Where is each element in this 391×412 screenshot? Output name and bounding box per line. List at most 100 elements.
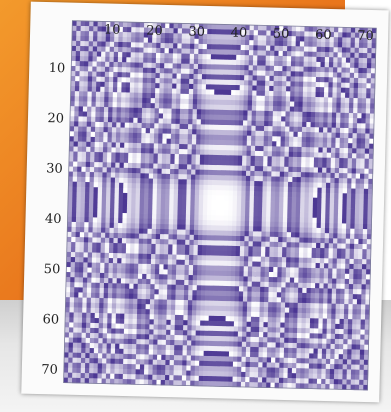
heatmap-cell	[226, 265, 232, 272]
heatmap-cell	[164, 58, 169, 64]
heatmap-cell	[285, 116, 291, 122]
heatmap-cell	[154, 123, 159, 129]
heatmap-cell	[237, 180, 242, 187]
heatmap-cell	[98, 172, 103, 178]
heatmap-cell	[295, 46, 301, 52]
heatmap-cell	[202, 54, 208, 60]
heatmap-cell	[306, 277, 312, 284]
heatmap-cell	[287, 41, 292, 47]
heatmap-cell	[330, 182, 335, 189]
heatmap-cell	[74, 101, 80, 107]
heatmap-cell	[145, 138, 151, 144]
heatmap-cell	[145, 128, 151, 134]
heatmap-cell	[65, 277, 71, 283]
heatmap-cell	[314, 132, 320, 138]
heatmap-cell	[216, 154, 222, 161]
heatmap-cell	[272, 121, 278, 127]
heatmap-cell	[69, 312, 75, 318]
heatmap-cell	[234, 130, 239, 136]
heatmap-cell	[234, 135, 239, 141]
heatmap-cell	[162, 294, 168, 300]
heatmap-cell	[319, 107, 325, 113]
heatmap-cell	[285, 96, 291, 102]
heatmap-cell	[123, 182, 128, 189]
heatmap-cell	[321, 197, 327, 204]
heatmap-cell	[336, 248, 342, 254]
heatmap-cell	[121, 82, 127, 88]
heatmap-cell	[150, 279, 156, 285]
heatmap-cell	[203, 365, 208, 372]
heatmap-cell	[251, 135, 256, 142]
heatmap-cell	[209, 290, 214, 297]
heatmap-cell	[334, 198, 339, 204]
heatmap-cell	[170, 138, 176, 145]
heatmap-cell	[89, 161, 95, 168]
heatmap-cell	[85, 166, 91, 173]
heatmap-cell	[369, 138, 374, 145]
heatmap-cell	[93, 26, 98, 32]
heatmap-cell	[217, 310, 222, 317]
heatmap-cell	[80, 25, 86, 32]
heatmap-cell	[120, 278, 126, 284]
heatmap-cell	[239, 80, 245, 86]
heatmap-cell	[273, 272, 278, 278]
heatmap-cell	[201, 84, 207, 90]
heatmap-cell	[338, 203, 343, 209]
heatmap-cell	[86, 141, 91, 148]
heatmap-cell	[92, 66, 97, 72]
heatmap-cell	[280, 297, 286, 303]
heatmap-cell	[244, 221, 250, 227]
heatmap-cell	[202, 235, 207, 241]
heatmap-cell	[98, 147, 104, 153]
heatmap-cell	[205, 104, 211, 110]
heatmap-cell	[337, 228, 343, 234]
heatmap-cell	[244, 216, 250, 222]
heatmap-cell	[273, 90, 278, 97]
heatmap-cell	[231, 79, 236, 86]
heatmap-cell	[146, 263, 152, 270]
heatmap-cell	[339, 127, 345, 134]
heatmap-cell	[130, 62, 136, 68]
heatmap-cell	[327, 278, 333, 284]
heatmap-cell	[365, 118, 371, 124]
heatmap-cell	[301, 338, 306, 344]
heatmap-cell	[76, 211, 81, 218]
heatmap-cell	[365, 309, 370, 315]
heatmap-cell	[278, 241, 283, 248]
heatmap-cell	[248, 251, 253, 257]
heatmap-cell	[210, 79, 215, 85]
heatmap-cell	[218, 79, 224, 86]
heatmap-cell	[281, 262, 287, 268]
heatmap-cell	[114, 31, 119, 38]
heatmap-cell	[84, 31, 90, 37]
heatmap-cell	[202, 69, 207, 75]
heatmap-cell	[159, 93, 164, 99]
heatmap-cell	[119, 147, 125, 154]
heatmap-cell	[136, 142, 142, 149]
heatmap-cell	[313, 157, 319, 163]
heatmap-cell	[274, 40, 280, 47]
heatmap-cell	[341, 238, 347, 245]
heatmap-cell	[221, 316, 227, 322]
heatmap-cell	[208, 139, 214, 146]
heatmap-cell	[297, 312, 303, 319]
heatmap-cell	[222, 74, 228, 81]
heatmap-cell	[143, 52, 148, 59]
heatmap-cell	[122, 368, 128, 375]
heatmap-cell	[335, 142, 341, 149]
heatmap-cell	[356, 128, 362, 134]
heatmap-cell	[65, 297, 71, 303]
heatmap-cell	[204, 330, 209, 337]
heatmap-cell	[167, 93, 173, 99]
heatmap-cell	[326, 338, 332, 345]
heatmap-cell	[326, 348, 331, 355]
heatmap-cell	[76, 362, 82, 369]
heatmap-cell	[292, 156, 298, 163]
heatmap-cell	[357, 83, 363, 89]
heatmap-cell	[109, 207, 115, 214]
heatmap-cell	[295, 56, 300, 62]
heatmap-cell	[335, 328, 340, 335]
heatmap-cell	[103, 277, 109, 284]
heatmap-cell	[296, 358, 302, 364]
heatmap-cell	[71, 65, 76, 72]
